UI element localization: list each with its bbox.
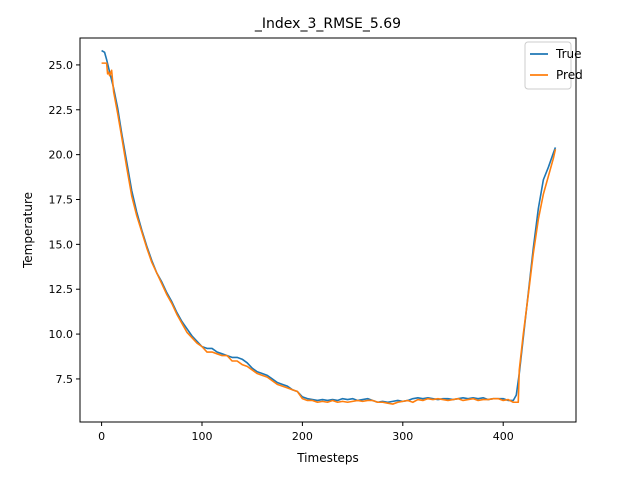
y-tick-label: 10.0 <box>49 328 74 341</box>
series-layer <box>101 49 557 405</box>
y-tick-label: 7.5 <box>56 373 74 386</box>
y-tick-label: 12.5 <box>49 283 74 296</box>
y-tick-label: 25.0 <box>49 59 74 72</box>
x-tick-label: 300 <box>392 430 413 443</box>
series-line-pred <box>101 62 557 405</box>
legend-pred-label: Pred <box>556 68 583 82</box>
x-tick-label: 200 <box>292 430 313 443</box>
y-tick-label: 20.0 <box>49 149 74 162</box>
series-line-true <box>101 49 557 404</box>
legend: True Pred <box>524 41 583 90</box>
tick-layer: 0 100 200 300 400 7.5 10.0 12.5 15.0 17.5 20.0 22.5… <box>49 59 514 443</box>
x-tick-label: 100 <box>191 430 212 443</box>
y-tick-label: 17.5 <box>49 193 74 206</box>
x-tick-label: 400 <box>493 430 514 443</box>
y-axis-label: Temperature <box>21 192 35 269</box>
x-axis-label: Timesteps <box>296 451 359 465</box>
chart-title: _Index_3_RMSE_5.69 <box>254 16 401 32</box>
plot-frame <box>79 37 577 423</box>
x-tick-label: 0 <box>98 430 105 443</box>
legend-true-label: True <box>555 47 582 61</box>
y-tick-label: 15.0 <box>49 238 74 251</box>
y-tick-label: 22.5 <box>49 104 74 117</box>
